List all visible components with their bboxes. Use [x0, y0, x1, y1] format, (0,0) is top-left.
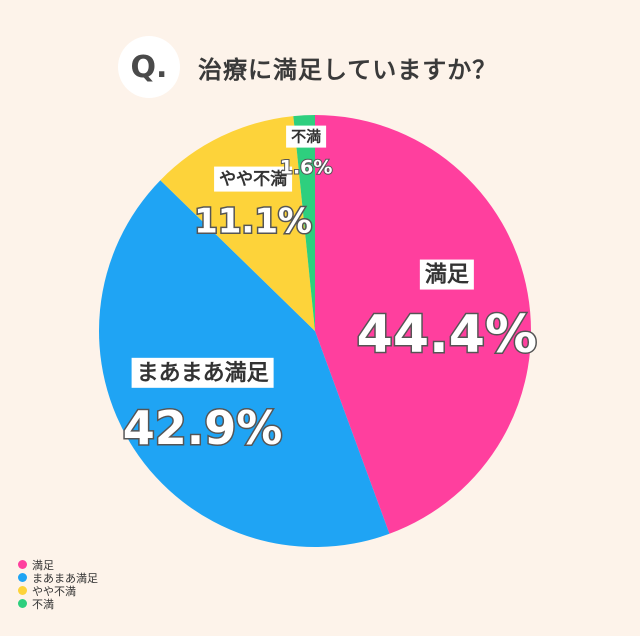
slice-label-group-manzoku: 満足 44.4%: [355, 259, 539, 366]
percentage-label: 44.4%: [357, 305, 537, 365]
slice-label-group-yaya-fuman: やや不満 11.1%: [193, 166, 314, 243]
legend-item-maamaa-manzoku: まあまあ満足: [18, 571, 98, 585]
chart-legend: 満足 まあまあ満足 やや不満 不満: [18, 558, 98, 611]
question-title: 治療に満足していますか？: [198, 55, 498, 84]
legend-label: 満足: [32, 558, 54, 572]
category-label-box: [419, 259, 474, 290]
slice-label-group-fuman: 不満 1.6%: [279, 125, 333, 179]
category-label: 不満: [291, 128, 321, 146]
percentage-label: 42.9%: [123, 401, 283, 455]
category-label-box: [214, 166, 293, 192]
category-label: 満足: [425, 262, 469, 288]
legend-swatch: [18, 586, 27, 595]
category-label-box: [286, 125, 327, 148]
pie-slice-fuman: [293, 115, 315, 331]
q-badge: Q.: [118, 36, 180, 98]
legend-item-manzoku: 満足: [18, 558, 98, 572]
pie-slice-manzoku: [315, 115, 531, 534]
category-label-box: [131, 357, 274, 388]
legend-label: やや不満: [32, 584, 76, 598]
legend-label: 不満: [32, 597, 54, 611]
category-label: まあまあ満足: [137, 360, 269, 386]
legend-swatch: [18, 599, 27, 608]
slice-label-group-maamaa-manzoku: まあまあ満足 42.9%: [121, 357, 284, 456]
legend-item-yaya-fuman: やや不満: [18, 584, 98, 598]
legend-item-fuman: 不満: [18, 597, 98, 611]
legend-swatch: [18, 573, 27, 582]
question-header: Q. 治療に満足していますか？: [118, 36, 497, 98]
legend-swatch: [18, 560, 27, 569]
percentage-label: 11.1%: [194, 201, 312, 241]
category-label: やや不満: [219, 169, 287, 190]
legend-label: まあまあ満足: [32, 571, 98, 585]
percentage-label: 1.6%: [280, 156, 333, 178]
